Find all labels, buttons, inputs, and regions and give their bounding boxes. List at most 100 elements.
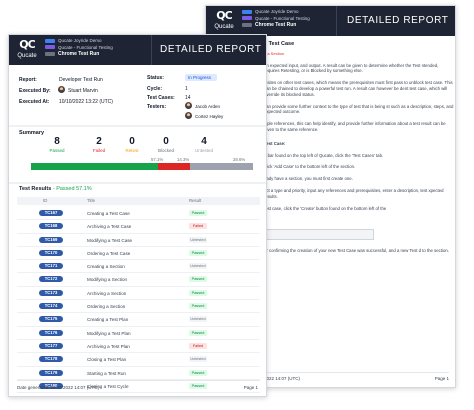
test-case-id-badge[interactable]: TC172	[39, 276, 63, 283]
qucate-logo: QC Qucate	[211, 9, 237, 32]
plan-name: Qucate - Functional Testing	[255, 15, 310, 21]
column-title: Title	[87, 198, 95, 203]
plan-name: Qucate - Functional Testing	[58, 44, 113, 50]
test-case-id-badge[interactable]: TC174	[39, 303, 63, 310]
test-case-title: Creating a Test Case	[87, 211, 130, 216]
table-row[interactable]: TC176 Modifying a Test Plan Passed	[17, 327, 260, 340]
test-case-title: Starting a Test Run	[87, 370, 126, 376]
date-generated: Date generated: 10/10/2022 14:07 (UTC)	[17, 385, 100, 390]
table-row[interactable]: TC168 Archiving a Test Case Failed	[17, 220, 260, 234]
section-divider	[9, 125, 266, 127]
table-row[interactable]: TC172 Modifying a Section Passed	[17, 273, 260, 287]
table-row[interactable]: TC170 Ordering a Test Case Passed	[17, 247, 260, 261]
retest-count: 0	[129, 136, 135, 147]
test-case-id-badge[interactable]: TC181	[39, 396, 63, 397]
result-badge: Untested	[189, 263, 207, 270]
test-case-id-badge[interactable]: TC179	[39, 369, 63, 376]
result-badge: Passed	[189, 396, 207, 397]
test-case-title: Closing a Test Cycle	[87, 383, 129, 389]
untested-percent: 28.6%	[233, 157, 246, 162]
test-case-title: Ordering a Section	[87, 304, 126, 310]
executed-at-label: Executed At:	[19, 99, 50, 105]
table-row[interactable]: TC174 Ordering a Section Passed	[17, 300, 260, 314]
header-context: Qucate Joyride Demo Qucate - Functional …	[45, 38, 113, 58]
stat-passed: 8 Passed	[37, 136, 77, 153]
table-row[interactable]: TC167 Creating a Test Case Passed	[17, 207, 260, 221]
cycle-value: 1	[185, 86, 188, 92]
test-case-title: Archiving a Test Case	[87, 224, 132, 230]
plan-chip-icon	[242, 16, 252, 21]
step-item: n bar found on the top left of Qucate, c…	[264, 152, 384, 158]
test-case-title: Creating a Test Plan	[87, 317, 129, 323]
date-generated: 2022 14:07 (UTC)	[264, 376, 301, 381]
failed-count: 2	[96, 136, 102, 147]
column-result: Result	[189, 198, 202, 203]
table-row[interactable]: TC180 Closing a Test Cycle Passed	[17, 380, 260, 394]
results-heading: Test Results	[19, 186, 52, 192]
test-case-title: Modifying a Section	[87, 277, 128, 283]
result-badge: Passed	[189, 289, 207, 296]
run-chip-icon	[45, 51, 55, 56]
tester-name: Cortez Hayley	[195, 114, 224, 119]
test-case-id-badge[interactable]: TC167	[39, 210, 63, 216]
stat-blocked: 0 Blocked	[146, 136, 186, 153]
blocked-count: 0	[163, 136, 169, 147]
step-item: click 'Add Case' to the bottom left of t…	[264, 164, 356, 170]
report-label: Report:	[19, 77, 37, 83]
test-case-id-badge[interactable]: TC173	[39, 289, 63, 296]
table-row[interactable]: TC178 Closing a Test Plan Untested	[17, 353, 260, 367]
test-case-title: Creating a Section	[87, 264, 125, 270]
prerequisites-paragraph: uisites on other test cases, which means…	[264, 80, 453, 97]
tester-avatar	[185, 112, 192, 119]
result-badge: Passed	[189, 329, 207, 336]
results-title: Test Results - Passed 57.1%	[19, 186, 92, 192]
test-case-title: Modifying a Test Case	[87, 237, 133, 243]
table-row[interactable]: TC175 Creating a Test Plan Untested	[17, 313, 260, 327]
test-case-id-badge[interactable]: TC168	[39, 223, 63, 230]
executor-avatar	[58, 86, 65, 93]
results-pass-label: - Passed	[52, 186, 75, 192]
tester-name: Jacob Arden	[195, 104, 221, 109]
step-item: ect a type and priority, input any refer…	[264, 187, 444, 199]
logo-mark: QC	[19, 38, 35, 51]
test-case-id-badge[interactable]: TC178	[39, 356, 63, 363]
table-row[interactable]: TC173 Archiving a Section Passed	[17, 287, 260, 301]
test-case-id-badge[interactable]: TC180	[39, 382, 63, 389]
executed-by-label: Executed By:	[19, 88, 51, 94]
test-case-id-badge[interactable]: TC175	[39, 316, 63, 323]
untested-count: 4	[201, 136, 207, 147]
test-case-id-badge[interactable]: TC171	[39, 263, 63, 270]
test-case-id-badge[interactable]: TC170	[39, 249, 63, 256]
report-footer: 2022 14:07 (UTC) Page 1	[264, 372, 449, 381]
status-label: Status:	[147, 75, 164, 81]
test-case-title: Archiving a Section	[87, 290, 127, 296]
steps-heading: Test Case:	[264, 140, 286, 146]
project-chip-icon	[242, 9, 252, 14]
failed-percent: 14.3%	[177, 157, 190, 162]
table-row[interactable]: TC177 Archiving a Test Plan Failed	[17, 340, 260, 354]
report-header: QC Qucate Qucate Joyride Demo Qucate - F…	[9, 35, 266, 65]
retest-label: Retest	[125, 148, 139, 153]
table-row[interactable]: TC171 Creating a Section Untested	[17, 260, 260, 274]
test-case-id-badge[interactable]: TC177	[39, 342, 63, 349]
test-case-id-badge[interactable]: TC176	[39, 329, 63, 336]
run-details: Report: Developer Test Run Executed By: …	[9, 65, 266, 123]
logo-word: Qucate	[17, 53, 37, 59]
table-row[interactable]: TC169 Modifying a Test Case Untested	[17, 234, 260, 247]
result-badge: Passed	[189, 303, 207, 310]
test-case-title: Ordering a Test Case	[87, 250, 131, 256]
test-case-id-badge[interactable]: TC169	[39, 236, 63, 243]
project-name: Qucate Joyride Demo	[255, 9, 299, 14]
section-divider	[9, 182, 266, 184]
report-value: Developer Test Run	[59, 77, 103, 83]
testers-label: Testers:	[147, 104, 167, 110]
table-row[interactable]: TC179 Starting a Test Run Passed	[17, 367, 260, 380]
executed-by-value: Stuart Marvin	[68, 88, 98, 94]
result-badge: Passed	[189, 210, 207, 216]
run-name: Chrome Test Run	[255, 22, 297, 28]
tester-avatar	[185, 102, 192, 109]
failed-segment	[158, 163, 190, 170]
result-badge: Failed	[189, 342, 207, 349]
stat-untested: 4 Untested	[184, 136, 224, 153]
